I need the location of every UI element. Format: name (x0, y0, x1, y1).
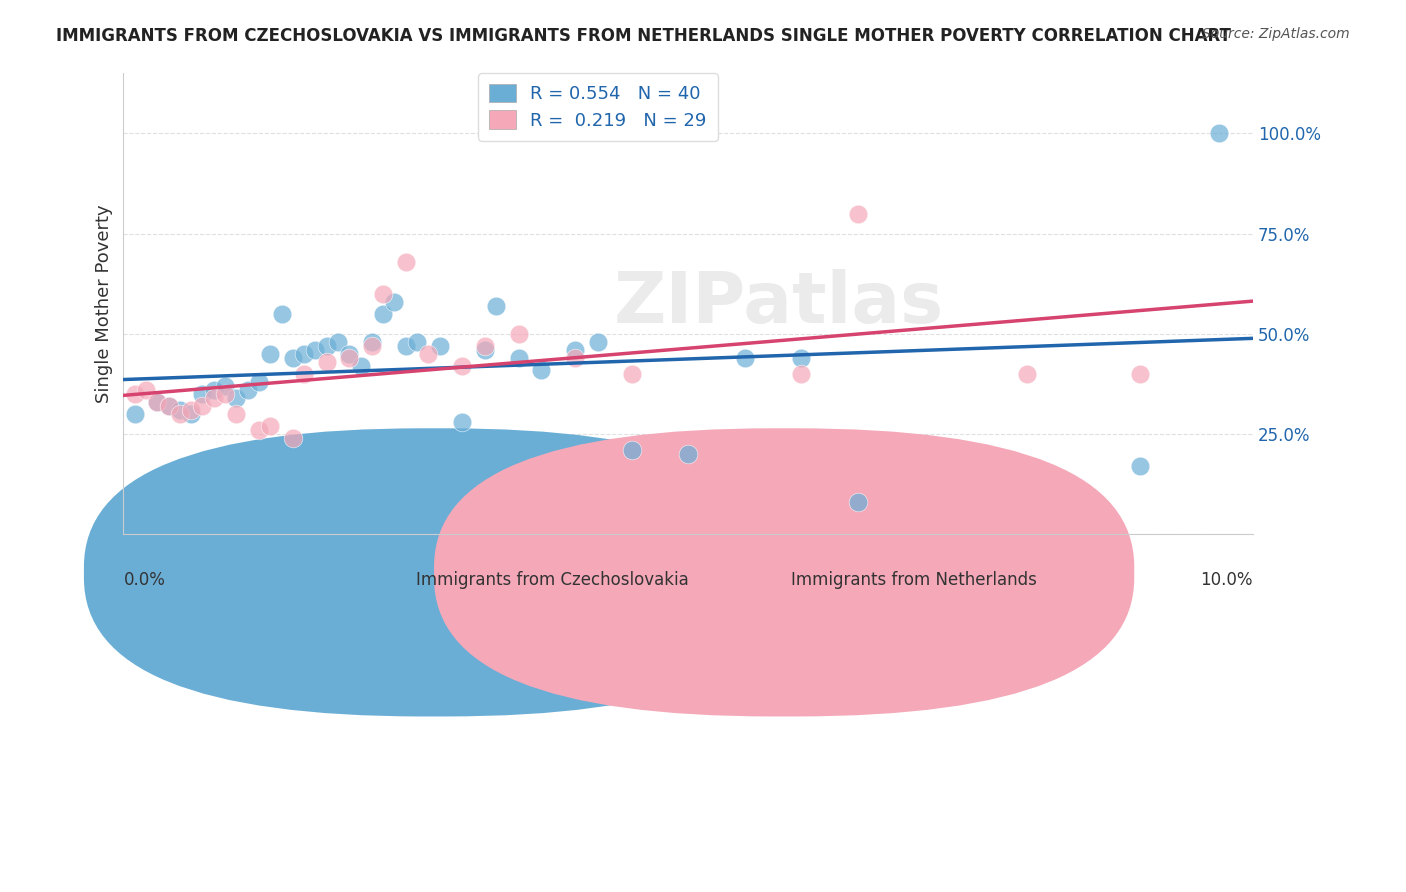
Point (395, 254, 418, 268)
Point (169, 407, 191, 421)
Point (361, 334, 384, 349)
Point (270, 307, 292, 321)
FancyBboxPatch shape (84, 428, 785, 716)
Point (474, 343, 496, 357)
Point (281, 351, 304, 365)
Point (292, 347, 315, 361)
Point (530, 363, 553, 377)
Point (135, 383, 157, 397)
Point (214, 379, 236, 393)
Text: IMMIGRANTS FROM CZECHOSLOVAKIA VS IMMIGRANTS FROM NETHERLANDS SINGLE MOTHER POVE: IMMIGRANTS FROM CZECHOSLOVAKIA VS IMMIGR… (56, 27, 1232, 45)
Point (620, 367, 643, 381)
Point (315, 339, 337, 353)
Point (124, 407, 146, 421)
Point (315, 355, 337, 369)
Point (157, 399, 180, 413)
Point (418, 347, 440, 361)
Point (349, 359, 371, 373)
Legend: R = 0.554   N = 40, R =  0.219   N = 29: R = 0.554 N = 40, R = 0.219 N = 29 (478, 73, 717, 141)
Point (180, 403, 202, 417)
Point (146, 395, 169, 409)
Point (180, 407, 202, 421)
Y-axis label: Single Mother Poverty: Single Mother Poverty (96, 204, 112, 403)
Point (157, 399, 180, 413)
Point (429, 339, 451, 353)
Point (474, 339, 496, 353)
Point (451, 359, 474, 373)
Text: Source: ZipAtlas.com: Source: ZipAtlas.com (1202, 27, 1350, 41)
Point (790, 351, 813, 365)
Point (1015, 367, 1038, 381)
Point (225, 407, 247, 421)
Point (384, 294, 406, 309)
Point (485, 299, 508, 313)
Point (1208, 127, 1230, 141)
Point (790, 367, 813, 381)
Text: Immigrants from Czechoslovakia: Immigrants from Czechoslovakia (416, 571, 689, 590)
FancyBboxPatch shape (434, 428, 1135, 716)
Text: 0.0%: 0.0% (124, 571, 166, 590)
Point (373, 286, 395, 301)
Point (1129, 459, 1152, 474)
Point (337, 347, 360, 361)
Point (281, 431, 304, 445)
Point (676, 447, 699, 461)
Point (373, 307, 395, 321)
Point (202, 383, 225, 397)
Point (124, 387, 146, 401)
Point (214, 387, 236, 401)
Point (620, 443, 643, 458)
Point (247, 375, 270, 389)
Text: Immigrants from Netherlands: Immigrants from Netherlands (792, 571, 1038, 590)
Point (395, 339, 418, 353)
Point (146, 395, 169, 409)
Point (406, 334, 429, 349)
Point (451, 415, 474, 429)
Text: 10.0%: 10.0% (1201, 571, 1253, 590)
Point (846, 495, 869, 509)
Point (247, 423, 270, 437)
Point (1129, 367, 1152, 381)
Point (191, 399, 214, 413)
Point (564, 351, 586, 365)
Point (361, 339, 384, 353)
Point (734, 351, 756, 365)
Point (259, 347, 281, 361)
Point (586, 334, 609, 349)
Point (169, 403, 191, 417)
Text: ZIPatlas: ZIPatlas (613, 269, 943, 338)
Point (326, 334, 349, 349)
Point (236, 383, 259, 397)
Point (202, 391, 225, 405)
Point (337, 351, 360, 365)
Point (191, 387, 214, 401)
Point (846, 206, 869, 220)
Point (225, 391, 247, 405)
Point (259, 419, 281, 434)
Point (564, 343, 586, 357)
Point (508, 351, 530, 365)
Point (292, 367, 315, 381)
Point (304, 343, 326, 357)
Point (508, 326, 530, 341)
